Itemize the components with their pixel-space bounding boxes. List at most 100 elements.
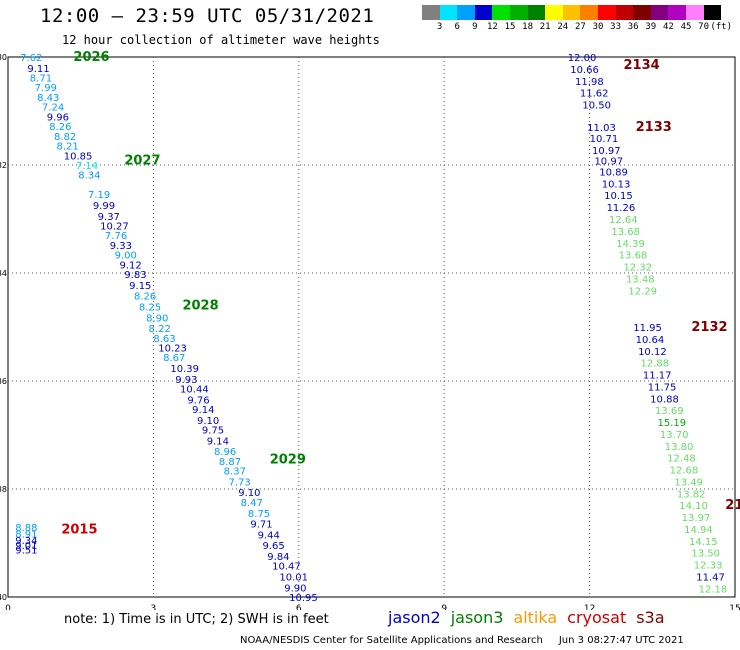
x-tick-label: 6 (296, 604, 302, 610)
pass-number-label: 2133 (636, 120, 672, 135)
wave-height-label: 9.11 (27, 64, 49, 75)
color-swatch (703, 5, 722, 20)
wave-height-label: 9.10 (238, 488, 260, 499)
color-scale-label: 45 (680, 22, 692, 32)
footer-credit: NOAA/NESDIS Center for Satellite Applica… (240, 635, 684, 646)
wave-height-label: 14.10 (679, 501, 708, 512)
color-scale-label: 24 (557, 22, 569, 32)
wave-height-label: 7.62 (20, 53, 42, 64)
color-swatch (650, 5, 669, 20)
wave-height-label: 13.97 (682, 513, 711, 524)
color-swatch (492, 5, 510, 20)
wave-height-label: 8.71 (30, 74, 52, 85)
wave-height-label: 8.34 (78, 171, 100, 182)
pass-number-label: 2029 (270, 452, 306, 467)
wave-height-label: 9.96 (47, 112, 69, 123)
legend-entry-altika: altika (513, 608, 558, 627)
wave-height-label: 11.75 (648, 382, 677, 393)
pass-number-label: 2134 (624, 58, 660, 73)
wave-height-label: 14.39 (616, 239, 645, 250)
pass-number-label: 2027 (124, 154, 160, 169)
wave-height-label: 11.26 (607, 203, 636, 214)
pass-number-label: 2026 (73, 50, 109, 65)
color-swatch (668, 5, 686, 20)
map-subtitle: 12 hour collection of altimeter wave hei… (62, 33, 380, 47)
color-scale-label: 3 (436, 22, 443, 32)
wave-height-label: 7.24 (42, 103, 64, 114)
wave-height-label: 14.94 (684, 525, 713, 536)
color-swatch (597, 5, 616, 20)
wave-height-label: 11.17 (643, 371, 672, 382)
wave-height-label: 13.50 (691, 549, 720, 560)
color-scale-label: 21 (539, 22, 551, 32)
color-scale-label: 27 (574, 22, 586, 32)
wave-height-label: 12.64 (609, 215, 638, 226)
wave-height-label: 9.75 (202, 426, 224, 437)
color-swatch (509, 5, 528, 20)
wave-height-label: 9.14 (207, 436, 229, 447)
wave-height-label: 9.99 (93, 201, 115, 212)
wave-height-label: 8.82 (54, 132, 76, 143)
color-scale-label: 12 (486, 22, 498, 32)
color-swatch (457, 5, 475, 20)
wave-height-label: 11.95 (633, 323, 662, 334)
wave-height-label: 10.50 (582, 101, 611, 112)
map-axes: 03691215303234363840 (0, 53, 740, 610)
y-tick-label: 36 (0, 377, 7, 386)
wave-height-label: 13.68 (611, 227, 640, 238)
wave-height-label: 10.27 (100, 221, 129, 232)
wave-height-label: 10.15 (604, 191, 633, 202)
wave-height-label: 10.64 (636, 335, 665, 346)
wave-height-label: 9.15 (129, 281, 151, 292)
wave-height-label: 9.83 (124, 270, 146, 281)
wave-height-label: 11.03 (587, 123, 616, 134)
wave-height-label: 9.84 (267, 552, 289, 563)
color-swatch (422, 5, 440, 20)
color-scale-label: 70 (698, 22, 710, 32)
wave-height-label: 15.19 (657, 418, 686, 429)
generated-timestamp: Jun 3 08:27:47 UTC 2021 (558, 635, 684, 646)
wave-height-label: 8.43 (37, 93, 59, 104)
wave-height-label: 12.33 (694, 561, 723, 572)
wave-height-label: 12.18 (699, 584, 728, 595)
wave-height-label: 8.87 (219, 457, 241, 468)
wave-height-label: 13.49 (674, 477, 703, 488)
wave-height-label: 9.12 (119, 260, 141, 271)
wave-height-label: 11.47 (696, 572, 725, 583)
wave-height-points: 7.629.118.717.998.437.249.968.268.828.21… (15, 53, 727, 604)
wave-height-label: 13.70 (660, 430, 689, 441)
wave-height-label: 9.10 (197, 416, 219, 427)
wave-height-label: 10.85 (64, 151, 93, 162)
pass-labels: 2026 2027 2028 2029 2015 2134 2133 2132 21 (61, 50, 740, 538)
map-grid (7, 56, 736, 598)
x-tick-label: 9 (441, 604, 447, 610)
pass-number-label: 2028 (182, 298, 218, 313)
color-scale-label: 30 (592, 22, 604, 32)
y-tick-label: 38 (0, 485, 7, 494)
wave-height-label: 11.62 (580, 89, 609, 100)
wave-height-label: 10.01 (279, 572, 308, 583)
wave-height-label: 12.68 (670, 466, 699, 477)
x-tick-label: 0 (5, 604, 11, 610)
legend-entry-s3a: s3a (636, 608, 665, 627)
wave-height-label: 8.26 (134, 292, 156, 303)
legend-entry-jason2: jason2 (388, 608, 441, 627)
color-swatch (580, 5, 598, 20)
wave-height-label: 9.51 (15, 545, 37, 556)
wave-height-label: 10.39 (170, 364, 199, 375)
pass-number-label: 21 (725, 498, 740, 513)
x-tick-label: 15 (729, 604, 740, 610)
wave-height-label: 8.63 (153, 334, 175, 345)
color-scale-label: 15 (504, 22, 516, 32)
wave-height-label: 10.44 (180, 385, 209, 396)
wave-height-label: 8.25 (139, 302, 161, 313)
wave-height-label: 8.67 (163, 353, 185, 364)
wave-height-label: 9.76 (187, 395, 209, 406)
wave-height-label: 10.66 (570, 65, 599, 76)
wave-height-label: 10.95 (289, 593, 318, 604)
credit-text: NOAA/NESDIS Center for Satellite Applica… (240, 635, 543, 646)
wave-height-label: 8.47 (241, 498, 263, 509)
wave-height-label: 13.48 (626, 274, 655, 285)
wave-height-label: 8.91 (15, 529, 37, 540)
color-swatch (685, 5, 704, 20)
